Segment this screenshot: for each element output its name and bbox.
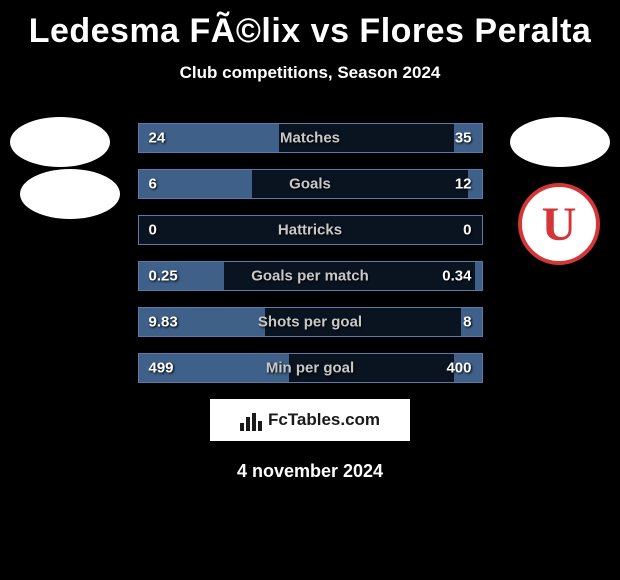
stat-row: 499 400Min per goal	[138, 353, 483, 383]
branding-box: FcTables.com	[210, 399, 410, 441]
team-right-badge-letter: U	[542, 197, 577, 252]
stat-value-right: 8	[463, 314, 471, 331]
stat-value-left: 0	[149, 222, 157, 239]
team-right-logo-1	[510, 117, 610, 167]
stat-row: 0 0Hattricks	[138, 215, 483, 245]
stat-label: Matches	[139, 130, 482, 147]
stat-value-right: 0.34	[442, 268, 471, 285]
footer-date: 4 november 2024	[0, 461, 620, 482]
stat-row: 9.83 8Shots per goal	[138, 307, 483, 337]
stat-value-right: 400	[446, 360, 471, 377]
stat-bars: 24 35Matches 6 12Goals 0 0Hattricks 0.25 0.34Go…	[138, 123, 483, 383]
stat-label: Goals	[139, 176, 482, 193]
stat-value-left: 6	[149, 176, 157, 193]
subtitle: Club competitions, Season 2024	[0, 63, 620, 83]
stat-label: Shots per goal	[139, 314, 482, 331]
stat-row: 24 35Matches	[138, 123, 483, 153]
stat-value-right: 12	[455, 176, 472, 193]
stat-label: Min per goal	[139, 360, 482, 377]
stat-value-right: 0	[463, 222, 471, 239]
stat-row: 0.25 0.34Goals per match	[138, 261, 483, 291]
team-left-logo-1	[10, 117, 110, 167]
stat-value-left: 0.25	[149, 268, 178, 285]
stat-label: Hattricks	[139, 222, 482, 239]
stat-value-left: 24	[149, 130, 166, 147]
team-left-logo-2	[20, 169, 120, 219]
stats-area: U 24 35Matches 6 12Goals 0 0Hattricks 0.25 0.34…	[0, 123, 620, 383]
stat-value-left: 499	[149, 360, 174, 377]
stat-value-left: 9.83	[149, 314, 178, 331]
infographic-container: Ledesma FÃ©lix vs Flores Peralta Club co…	[0, 0, 620, 492]
chart-icon	[240, 409, 262, 431]
team-right-badge: U	[518, 183, 600, 265]
stat-value-right: 35	[455, 130, 472, 147]
stat-row: 6 12Goals	[138, 169, 483, 199]
stat-label: Goals per match	[139, 268, 482, 285]
page-title: Ledesma FÃ©lix vs Flores Peralta	[0, 12, 620, 51]
branding-text: FcTables.com	[268, 410, 380, 430]
